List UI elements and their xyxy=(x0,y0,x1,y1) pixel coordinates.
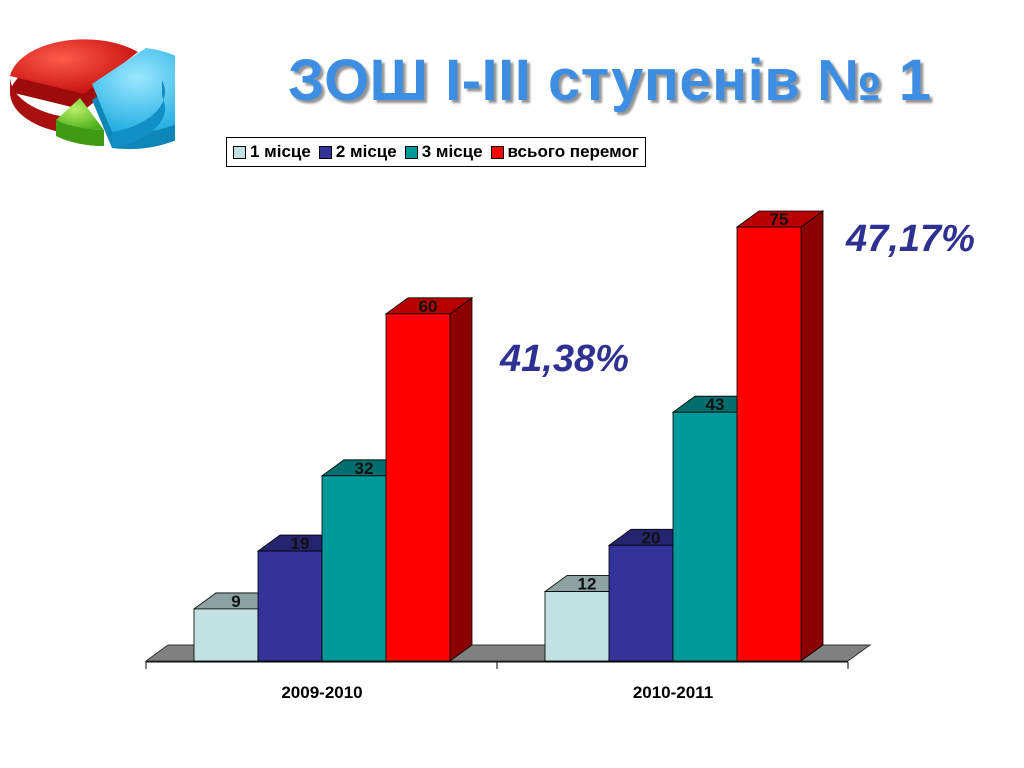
legend-label: всього перемог xyxy=(507,142,639,161)
page-title: ЗОШ І-ІІІ ступенів № 1 xyxy=(288,48,932,113)
data-label: 32 xyxy=(355,459,374,478)
pie-chart-icon xyxy=(9,39,175,150)
legend-label: 3 місце xyxy=(421,142,483,161)
data-label: 19 xyxy=(291,534,310,553)
legend-item-1: 1 місце xyxy=(233,142,311,162)
bar-side xyxy=(449,297,473,662)
bar-front xyxy=(321,475,387,662)
bar-front xyxy=(544,591,610,662)
legend-label: 1 місце xyxy=(250,142,311,161)
legend-swatch xyxy=(233,145,246,159)
legend-swatch xyxy=(318,145,332,159)
bar-front xyxy=(257,550,323,662)
bar-front xyxy=(385,313,451,662)
x-tick-label: 2009-2010 xyxy=(281,683,362,702)
annotation-2009-2010: 41,38% xyxy=(500,338,629,380)
legend-swatch xyxy=(404,145,418,159)
bar-front xyxy=(193,608,259,662)
data-label: 20 xyxy=(642,528,661,547)
data-label: 75 xyxy=(770,210,789,229)
data-label: 60 xyxy=(419,297,438,316)
bar-front xyxy=(672,411,738,662)
data-label: 12 xyxy=(578,575,597,594)
bar-front xyxy=(608,544,674,662)
chart-legend: 1 місце 2 місце 3 місце всього перемог xyxy=(226,137,646,167)
bar-side xyxy=(800,210,824,662)
annotation-2010-2011: 47,17% xyxy=(846,218,975,260)
legend-swatch xyxy=(490,145,504,159)
legend-item-4: всього перемог xyxy=(490,142,639,162)
data-label: 9 xyxy=(231,592,240,611)
bar-front xyxy=(736,226,802,662)
bar-2010-2011-4 xyxy=(735,210,825,662)
data-label: 43 xyxy=(706,395,725,414)
x-tick-label: 2010-2011 xyxy=(633,683,713,702)
legend-label: 2 місце xyxy=(335,142,397,161)
legend-item-2: 2 місце xyxy=(318,142,397,162)
legend-item-3: 3 місце xyxy=(404,142,483,162)
bar-2009-2010-4 xyxy=(384,297,474,662)
